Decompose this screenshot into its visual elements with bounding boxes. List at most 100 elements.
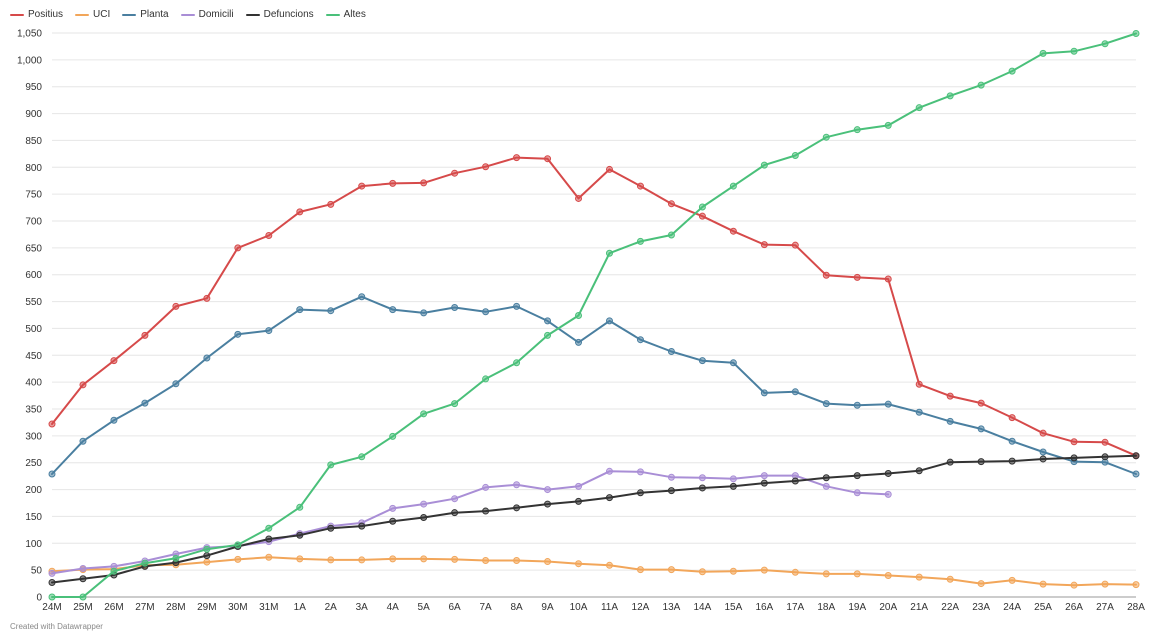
- data-point-defuncions: [946, 458, 954, 466]
- data-point-uci: [977, 580, 985, 588]
- data-point-uci: [946, 575, 954, 583]
- x-tick-label: 16A: [755, 602, 773, 613]
- data-point-planta: [822, 400, 830, 408]
- y-tick-label: 650: [25, 243, 42, 254]
- data-point-domicili: [575, 482, 583, 490]
- data-point-defuncions: [513, 504, 521, 512]
- series-altes: [48, 30, 1140, 601]
- data-point-defuncions: [1039, 455, 1047, 463]
- data-point-defuncions: [698, 484, 706, 492]
- series-domicili: [48, 467, 892, 577]
- data-point-positius: [265, 232, 273, 240]
- data-point-altes: [729, 182, 737, 190]
- legend-item-defuncions: Defuncions: [245, 9, 314, 20]
- data-point-planta: [636, 336, 644, 344]
- data-point-planta: [79, 437, 87, 445]
- series-line-defuncions: [51, 454, 1137, 584]
- data-point-planta: [698, 357, 706, 365]
- data-point-domicili: [482, 483, 490, 491]
- data-point-altes: [1070, 47, 1078, 55]
- y-tick-label: 900: [25, 109, 42, 120]
- data-point-planta: [48, 470, 56, 478]
- data-point-altes: [822, 133, 830, 141]
- data-point-positius: [822, 271, 830, 279]
- y-tick-label: 950: [25, 82, 42, 93]
- data-point-uci: [1101, 580, 1109, 588]
- data-point-defuncions: [296, 531, 304, 539]
- data-point-uci: [884, 572, 892, 580]
- x-tick-label: 24M: [42, 602, 61, 613]
- data-point-uci: [575, 560, 583, 568]
- data-point-positius: [605, 165, 613, 173]
- data-point-altes: [791, 151, 799, 159]
- data-point-altes: [234, 541, 242, 549]
- y-tick-label: 1,050: [17, 29, 42, 40]
- data-point-defuncions: [915, 467, 923, 475]
- data-point-positius: [1101, 438, 1109, 446]
- legend-label: Altes: [343, 9, 366, 20]
- data-point-defuncions: [853, 472, 861, 480]
- y-tick-label: 300: [25, 431, 42, 442]
- data-point-positius: [575, 194, 583, 202]
- data-point-defuncions: [636, 489, 644, 497]
- data-point-planta: [358, 293, 366, 301]
- series-line-uci: [51, 556, 1137, 587]
- data-point-planta: [1132, 470, 1140, 478]
- data-point-uci: [482, 556, 490, 564]
- x-tick-label: 14A: [694, 602, 712, 613]
- data-point-positius: [513, 154, 521, 162]
- data-point-positius: [48, 420, 56, 428]
- x-tick-label: 18A: [817, 602, 835, 613]
- data-point-altes: [915, 104, 923, 112]
- x-tick-label: 23A: [972, 602, 990, 613]
- x-tick-label: 12A: [632, 602, 650, 613]
- series-uci: [48, 553, 1140, 589]
- data-point-altes: [946, 92, 954, 100]
- series-positius: [48, 154, 1140, 460]
- x-tick-label: 2A: [325, 602, 338, 613]
- data-point-domicili: [544, 486, 552, 494]
- data-point-altes: [327, 461, 335, 469]
- data-point-positius: [482, 163, 490, 171]
- y-tick-label: 400: [25, 378, 42, 389]
- data-point-altes: [513, 359, 521, 367]
- data-point-domicili: [698, 474, 706, 482]
- data-point-positius: [1070, 438, 1078, 446]
- data-point-altes: [203, 545, 211, 553]
- data-point-positius: [234, 244, 242, 252]
- data-point-defuncions: [420, 514, 428, 522]
- data-point-domicili: [760, 472, 768, 480]
- x-tick-label: 22A: [941, 602, 959, 613]
- data-point-defuncions: [760, 479, 768, 487]
- y-tick-label: 1,000: [17, 55, 42, 66]
- data-point-positius: [389, 179, 397, 187]
- y-tick-label: 100: [25, 539, 42, 550]
- data-point-planta: [265, 327, 273, 335]
- data-point-domicili: [605, 467, 613, 475]
- data-point-uci: [420, 555, 428, 563]
- legend-label: Positius: [28, 9, 64, 20]
- data-point-planta: [791, 388, 799, 396]
- data-point-uci: [605, 561, 613, 569]
- data-point-positius: [884, 275, 892, 283]
- x-tick-label: 26A: [1065, 602, 1083, 613]
- y-tick-label: 800: [25, 163, 42, 174]
- legend-swatch: [180, 13, 195, 16]
- data-point-domicili: [420, 500, 428, 508]
- data-point-planta: [544, 317, 552, 325]
- data-point-defuncions: [544, 500, 552, 508]
- x-tick-label: 25A: [1034, 602, 1052, 613]
- x-tick-label: 24A: [1003, 602, 1021, 613]
- data-point-uci: [358, 556, 366, 564]
- data-point-domicili: [822, 482, 830, 490]
- data-point-defuncions: [822, 474, 830, 482]
- data-point-positius: [760, 241, 768, 249]
- data-point-domicili: [729, 475, 737, 483]
- data-point-uci: [1008, 576, 1016, 584]
- y-tick-label: 700: [25, 217, 42, 228]
- data-point-positius: [544, 155, 552, 163]
- data-point-defuncions: [977, 458, 985, 466]
- data-point-positius: [853, 273, 861, 281]
- data-point-planta: [667, 348, 675, 356]
- data-point-positius: [946, 392, 954, 400]
